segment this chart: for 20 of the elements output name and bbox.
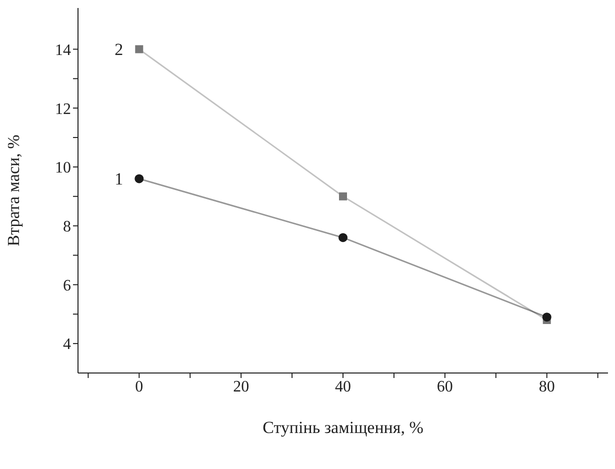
point — [338, 233, 348, 242]
series-label: 1 — [114, 170, 124, 189]
point — [542, 312, 552, 322]
series-label: 2 — [114, 40, 124, 60]
x-tick-label: 0 — [135, 378, 144, 396]
y-tick-label: 12 — [55, 100, 71, 118]
y-tick-label: 4 — [63, 336, 71, 354]
point — [339, 192, 347, 200]
y-tick-label: 14 — [55, 42, 71, 59]
x-axis-title: Ступінь заміщення, % — [262, 418, 424, 437]
y-tick-label: 8 — [63, 218, 71, 236]
point — [135, 45, 144, 54]
point — [134, 174, 144, 184]
y-axis-title: Втрата маси, % — [4, 134, 24, 246]
x-tick-label: 80 — [538, 378, 555, 396]
x-tick-label: 20 — [233, 378, 250, 396]
x-tick-label: 60 — [436, 378, 453, 396]
x-tick-label: 40 — [335, 378, 351, 396]
y-tick-label: 10 — [55, 160, 71, 177]
y-tick-label: 6 — [63, 277, 71, 294]
